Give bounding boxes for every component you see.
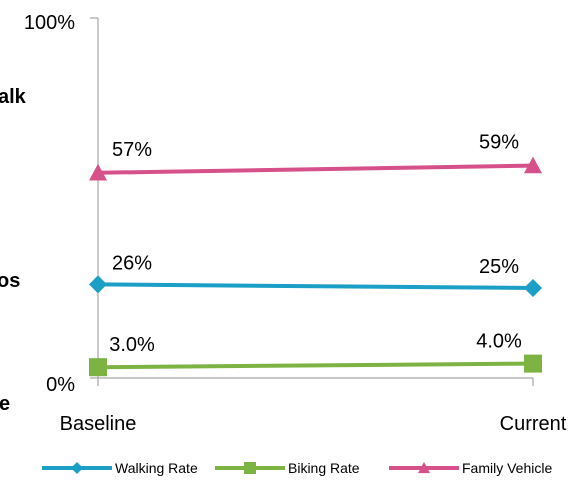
y-tick-label-min: 0% <box>46 374 75 396</box>
walking-rate-point-1 <box>524 279 542 297</box>
x-tick-label-1: Current <box>500 413 567 435</box>
family-vehicle-point-1 <box>524 156 542 174</box>
biking-rate-data-label-0: 3.0% <box>109 334 155 356</box>
cutoff-label-trips: os <box>0 270 21 292</box>
legend-family-vehicle-marker <box>418 462 430 474</box>
walking-rate-line <box>97 282 534 290</box>
family-vehicle-data-label-1: 59% <box>479 132 519 154</box>
family-vehicle-line <box>97 163 534 175</box>
walking-rate-point-0 <box>89 275 107 294</box>
family-vehicle-point-0 <box>89 163 107 181</box>
legend-biking-rate-label: Biking Rate <box>288 460 360 476</box>
legend-family-vehicle-label: Family Vehicle <box>462 460 552 476</box>
family-vehicle-data-label-0: 57% <box>112 139 152 161</box>
legend-biking-rate-marker <box>244 462 256 474</box>
walking-rate-data-label-1: 25% <box>479 256 519 278</box>
biking-rate-data-label-1: 4.0% <box>476 331 522 353</box>
biking-rate-point-0 <box>89 358 107 377</box>
walking-rate-data-label-0: 26% <box>112 252 152 274</box>
x-tick-label-0: Baseline <box>60 413 137 435</box>
y-tick-label-max: 100% <box>24 12 75 34</box>
biking-rate-line <box>97 361 534 370</box>
legend-walking-rate-label: Walking Rate <box>115 460 198 476</box>
biking-rate-point-1 <box>524 354 542 373</box>
cutoff-label-walk: alk <box>0 86 26 108</box>
legend-walking-rate-marker <box>71 462 83 474</box>
cutoff-label-vehicle: e <box>0 393 11 415</box>
